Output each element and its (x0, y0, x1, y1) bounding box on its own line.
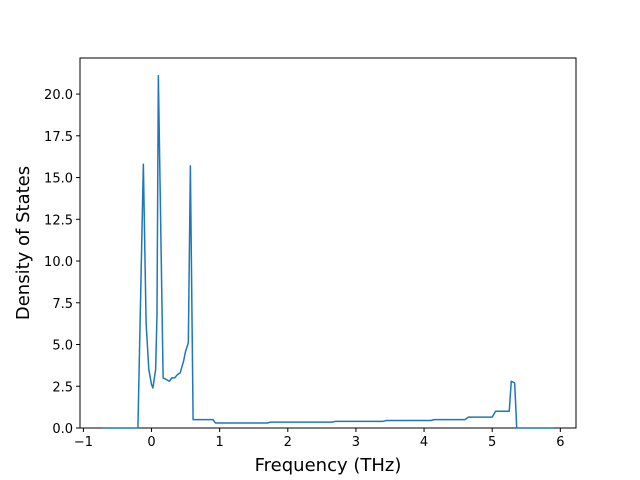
data-line (102, 74, 554, 429)
x-tick-label: 2 (284, 435, 292, 450)
y-tick-label: 20.0 (44, 88, 73, 103)
y-tick-label: 0.0 (52, 422, 73, 437)
x-axis-label: Frequency (THz) (255, 455, 402, 476)
y-tick-label: 5.0 (52, 339, 73, 354)
x-tick-label: −1 (74, 435, 93, 450)
y-tick-label: 7.5 (52, 297, 73, 312)
x-tick-label: 1 (216, 435, 224, 450)
x-tick-label: 3 (352, 435, 360, 450)
x-tick-label: 0 (147, 435, 155, 450)
y-tick-label: 2.5 (52, 380, 73, 395)
y-axis-label: Density of States (13, 166, 34, 320)
x-tick-label: 4 (420, 435, 428, 450)
x-tick-label: 5 (488, 435, 496, 450)
plot-frame (79, 57, 577, 429)
y-tick-label: 10.0 (44, 255, 73, 270)
x-tick-label: 6 (556, 435, 564, 450)
y-tick-label: 12.5 (44, 213, 73, 228)
y-tick-label: 17.5 (44, 130, 73, 145)
y-tick-label: 15.0 (44, 172, 73, 187)
